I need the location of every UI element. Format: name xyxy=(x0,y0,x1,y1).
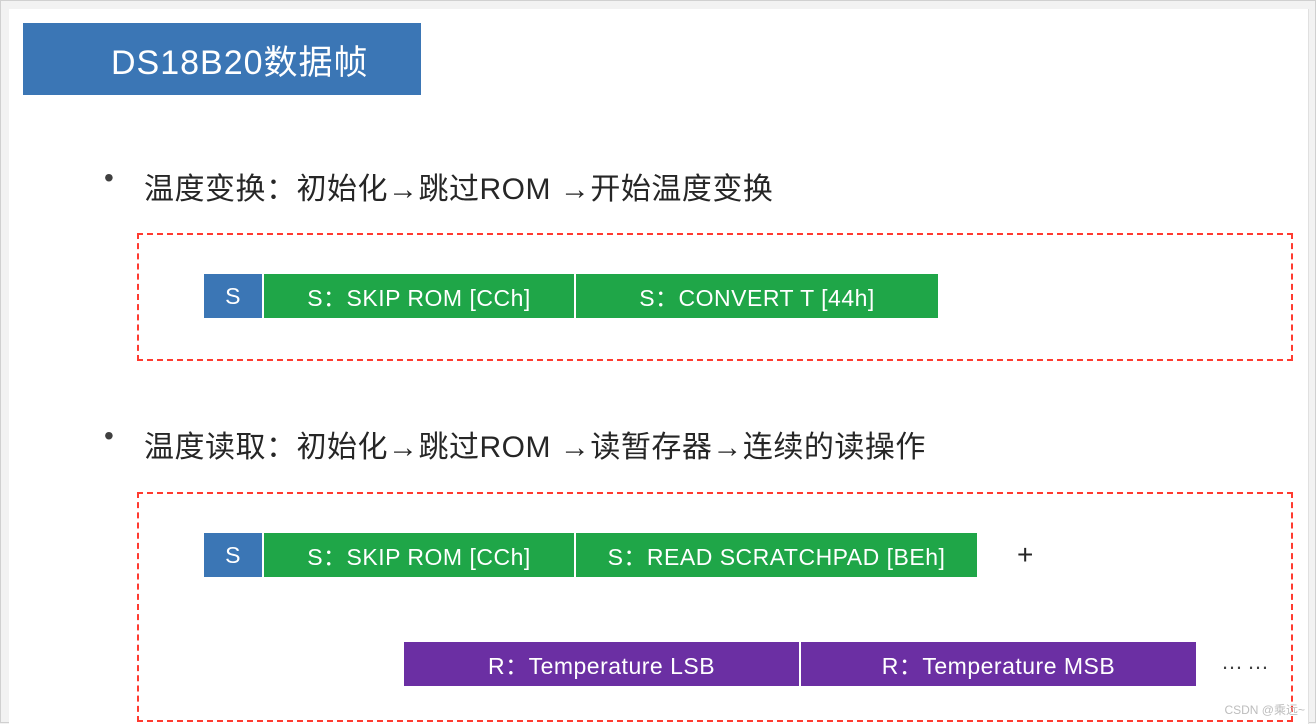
seq-block: R：Temperature MSB xyxy=(801,642,1196,686)
slide: DS18B20数据帧 温度变换：初始化→跳过ROM →开始温度变换 温度读取：初… xyxy=(9,9,1309,724)
sequence-box-2 xyxy=(137,492,1293,722)
sequence-row-3: R：Temperature LSBR：Temperature MSB xyxy=(404,642,1198,686)
bullet-2: 温度读取：初始化→跳过ROM →读暂存器→连续的读操作 xyxy=(144,422,926,466)
watermark: CSDN @乘远~ xyxy=(1224,701,1305,718)
slide-title: DS18B20数据帧 xyxy=(23,23,421,95)
bullet-1: 温度变换：初始化→跳过ROM →开始温度变换 xyxy=(144,164,773,208)
seq-block: S：CONVERT T [44h] xyxy=(576,274,938,318)
sequence-row-2: SS：SKIP ROM [CCh]S：READ SCRATCHPAD [BEh] xyxy=(204,533,979,577)
seq-block: S xyxy=(204,274,262,318)
sequence-row-1: SS：SKIP ROM [CCh]S：CONVERT T [44h] xyxy=(204,274,940,318)
ellipsis: …… xyxy=(1221,649,1273,675)
plus-sign: + xyxy=(1017,539,1033,571)
seq-block: S xyxy=(204,533,262,577)
seq-block: R：Temperature LSB xyxy=(404,642,799,686)
seq-block: S：SKIP ROM [CCh] xyxy=(264,533,574,577)
seq-block: S：SKIP ROM [CCh] xyxy=(264,274,574,318)
seq-block: S：READ SCRATCHPAD [BEh] xyxy=(576,533,977,577)
